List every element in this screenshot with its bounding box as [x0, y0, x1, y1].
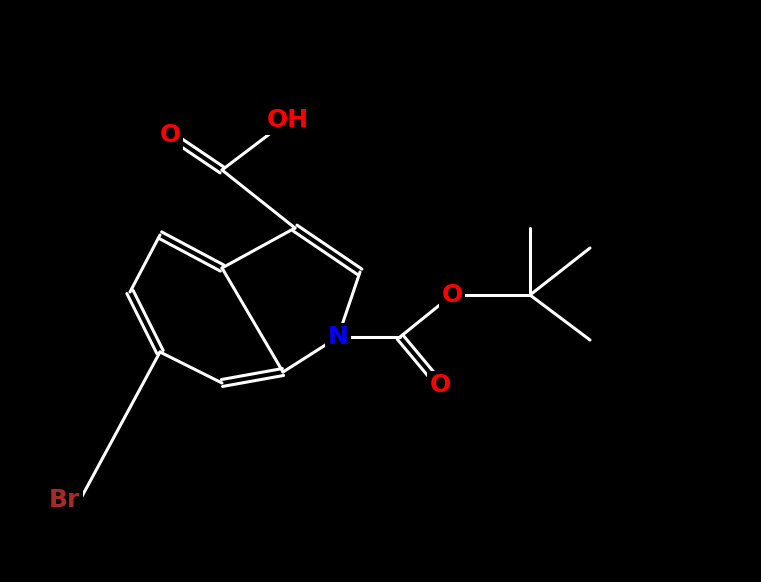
Text: O: O: [429, 373, 451, 397]
Text: O: O: [441, 283, 463, 307]
Text: OH: OH: [267, 108, 309, 132]
Text: N: N: [327, 325, 349, 349]
Text: Br: Br: [49, 488, 80, 512]
Text: O: O: [159, 123, 180, 147]
